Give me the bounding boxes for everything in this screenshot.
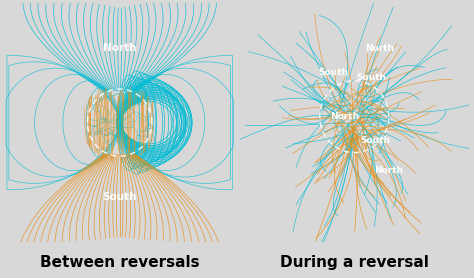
Text: North: North bbox=[374, 166, 403, 175]
Text: During a reversal: During a reversal bbox=[280, 255, 428, 270]
Text: Between reversals: Between reversals bbox=[40, 255, 200, 270]
Text: North: North bbox=[330, 112, 360, 121]
Text: South: South bbox=[356, 73, 386, 81]
Text: South: South bbox=[319, 68, 348, 77]
Text: South: South bbox=[102, 192, 137, 202]
Text: North: North bbox=[365, 44, 394, 53]
Text: North: North bbox=[103, 43, 137, 53]
Text: South: South bbox=[360, 136, 390, 145]
